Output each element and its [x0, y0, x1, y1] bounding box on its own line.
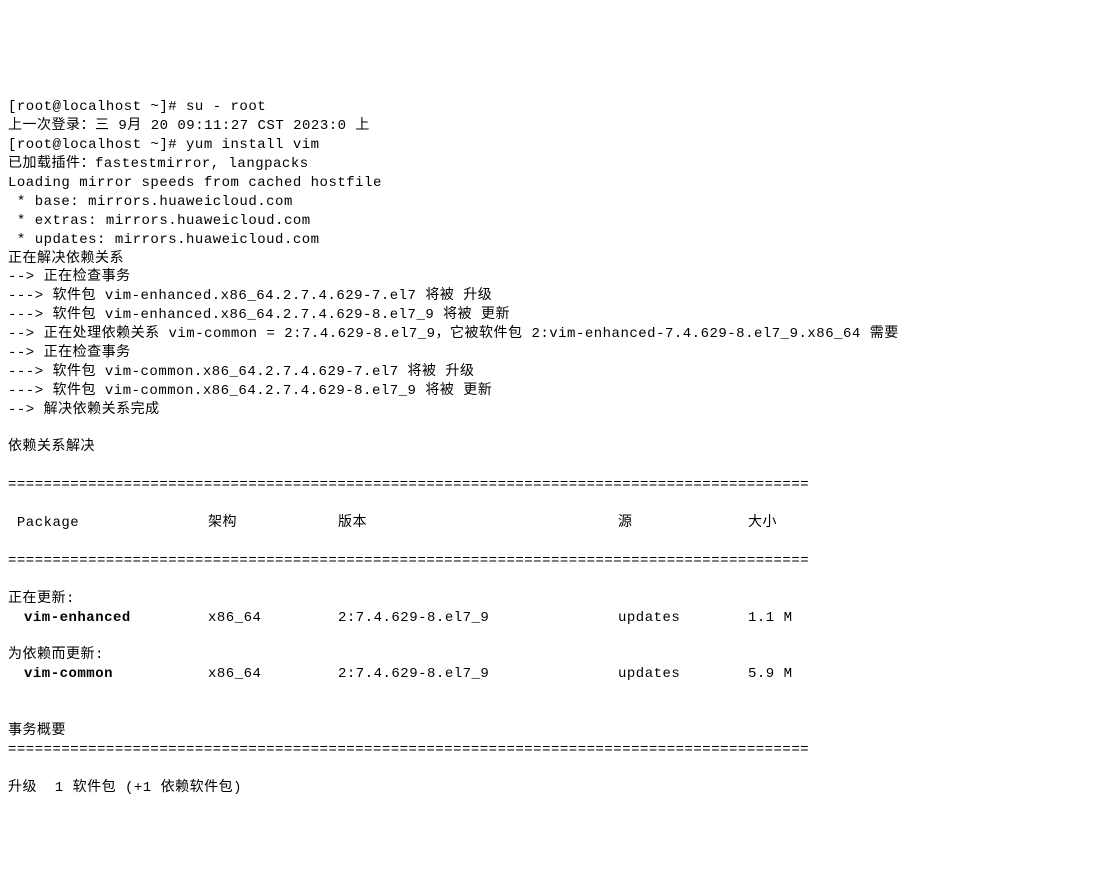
package-line: ---> 软件包 vim-enhanced.x86_64.2.7.4.629-7… — [8, 288, 492, 304]
mirror-updates-line: * updates: mirrors.huaweicloud.com — [8, 232, 320, 248]
header-repo: 源 — [618, 514, 748, 533]
dependency-line: --> 正在处理依赖关系 vim-common = 2:7.4.629-8.el… — [8, 326, 899, 342]
terminal-output: [root@localhost ~]# su - root 上一次登录：三 9月… — [8, 80, 1110, 798]
transaction-summary-header: 事务概要 — [8, 723, 66, 739]
header-size: 大小 — [748, 514, 828, 533]
table-header: Package架构版本源大小 — [8, 514, 1110, 533]
cell-size: 5.9 M — [748, 665, 828, 684]
cell-package: vim-common — [8, 665, 208, 684]
check-transaction-line: --> 正在检查事务 — [8, 345, 131, 361]
table-row: vim-enhancedx86_642:7.4.629-8.el7_9updat… — [8, 609, 1110, 628]
header-package: Package — [8, 514, 208, 533]
resolve-done-line: --> 解决依赖关系完成 — [8, 402, 160, 418]
cell-arch: x86_64 — [208, 609, 338, 628]
mirror-base-line: * base: mirrors.huaweicloud.com — [8, 194, 293, 210]
prompt-line: [root@localhost ~]# su - root — [8, 99, 266, 115]
cell-repo: updates — [618, 609, 748, 628]
for-dependency-label: 为依赖而更新: — [8, 647, 104, 663]
divider-line: ========================================… — [8, 552, 808, 571]
cell-version: 2:7.4.629-8.el7_9 — [338, 665, 618, 684]
mirror-extras-line: * extras: mirrors.huaweicloud.com — [8, 213, 311, 229]
cell-version: 2:7.4.629-8.el7_9 — [338, 609, 618, 628]
updating-label: 正在更新: — [8, 591, 75, 607]
loading-mirrors-line: Loading mirror speeds from cached hostfi… — [8, 175, 382, 191]
header-arch: 架构 — [208, 514, 338, 533]
cell-repo: updates — [618, 665, 748, 684]
package-line: ---> 软件包 vim-common.x86_64.2.7.4.629-7.e… — [8, 364, 474, 380]
prompt-line: [root@localhost ~]# yum install vim — [8, 137, 320, 153]
cell-arch: x86_64 — [208, 665, 338, 684]
cell-size: 1.1 M — [748, 609, 828, 628]
package-line: ---> 软件包 vim-common.x86_64.2.7.4.629-8.e… — [8, 383, 492, 399]
cell-package: vim-enhanced — [8, 609, 208, 628]
divider-line: ========================================… — [8, 476, 808, 495]
resolving-line: 正在解决依赖关系 — [8, 251, 124, 267]
check-transaction-line: --> 正在检查事务 — [8, 269, 131, 285]
deps-resolved-header: 依赖关系解决 — [8, 439, 95, 455]
header-version: 版本 — [338, 514, 618, 533]
plugins-line: 已加载插件：fastestmirror, langpacks — [8, 156, 309, 172]
table-row: vim-commonx86_642:7.4.629-8.el7_9updates… — [8, 665, 1110, 684]
divider-line: ========================================… — [8, 741, 808, 760]
last-login-line: 上一次登录：三 9月 20 09:11:27 CST 2023:0 上 — [8, 118, 370, 134]
upgrade-summary-line: 升级 1 软件包 (+1 依赖软件包) — [8, 780, 242, 796]
package-line: ---> 软件包 vim-enhanced.x86_64.2.7.4.629-8… — [8, 307, 510, 323]
